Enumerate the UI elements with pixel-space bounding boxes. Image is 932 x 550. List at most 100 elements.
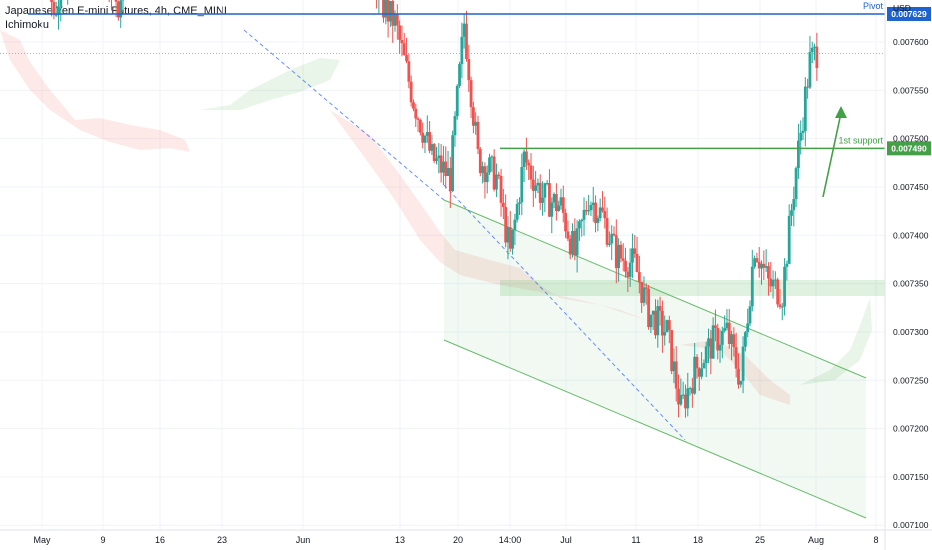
candle-body [644,287,648,289]
candle-body [750,266,754,307]
candle-body [767,266,770,279]
fib-trend-line-1 [243,29,445,201]
y-tick-label: 0.007600 [893,37,929,47]
candle-body [444,161,448,176]
candle-body [591,202,595,205]
candle-body [681,394,685,396]
candle-body [402,43,406,56]
candle-body [686,388,690,409]
candle-body [773,279,777,281]
x-tick-label: 13 [395,535,405,545]
candle-body [548,183,551,217]
candle-body [778,304,782,307]
candle-body [557,205,561,212]
candle-body [711,325,715,359]
candle-body [612,233,616,236]
projection-arrow-line [822,112,842,198]
candle-body [382,0,385,18]
candle-body [538,182,542,203]
candle-body [451,135,455,191]
candle-body [589,204,593,211]
candle-body [513,219,517,230]
candle-body [755,258,759,262]
pivot-price-label: 0.007629 [891,9,927,19]
candle-body [637,272,641,282]
candle-body [748,306,752,324]
x-tick-label: May [33,535,51,545]
candle-body [578,221,581,229]
candle-body [488,157,491,173]
candle-body [398,25,402,40]
candle-body [455,85,459,117]
candle-body [483,166,487,183]
candle-body [654,310,657,336]
projection-arrow-head [835,106,847,118]
candle-body [531,179,535,191]
candle-body [716,328,720,351]
x-tick-label: 11 [631,535,640,545]
candle-body [598,207,602,219]
candle-body [393,13,397,26]
x-tick-label: 9 [100,535,105,545]
candle-body [737,368,740,385]
candle-body [573,231,577,256]
candle-body [386,0,390,22]
candle-body [515,203,519,220]
time-axis: May 9 16 23 Jun 13 20 14:00 Jul 11 18 25 Aug 8 [0,529,932,545]
y-tick-label: 0.007550 [893,85,929,95]
x-tick-label: 20 [453,535,463,545]
candle-body [693,356,697,394]
y-tick-label: 0.007500 [893,134,929,144]
candle-body [776,279,780,305]
candle-body [439,155,443,173]
candle-body [587,210,591,212]
candle-body [545,183,549,185]
candle-body [667,320,671,331]
candle-body [688,388,692,390]
candle-body [405,55,408,62]
candle-body [594,202,597,223]
candle-body [559,197,563,206]
support-label: 1st support [838,135,883,145]
candle-body [720,330,724,345]
candle-body [566,231,570,239]
candle-body [407,61,411,82]
candle-body [478,149,482,174]
x-tick-label: Jun [296,535,311,545]
y-tick-label: 0.007400 [893,230,929,240]
channel-lower-line [443,339,867,519]
candle-body [465,23,468,59]
candle-body [568,238,572,255]
candle-body [808,51,812,88]
cloud-green-2 [800,298,872,385]
candle-body [799,132,803,141]
candle-body [732,334,736,348]
candle-body [504,207,508,243]
candle-body [536,182,540,186]
candle-body [626,271,630,277]
x-tick-label: 25 [755,535,765,545]
candle-body [739,380,743,385]
candle-body [57,6,60,15]
candle-body [497,174,501,176]
y-tick-label: 0.007150 [893,472,929,482]
candle-body [780,306,784,308]
pivot-label: Pivot [863,1,884,11]
candle-body [679,395,683,405]
candle-body [554,194,558,212]
candle-body [663,332,667,336]
descending-channel [243,29,867,519]
cloud-green-1 [200,58,340,110]
candle-body [54,14,58,16]
candle-body [801,130,805,133]
candle-body [52,1,56,15]
candle-body [495,174,498,190]
candle-body [723,328,727,331]
candle-body [458,64,461,86]
candle-body [684,394,687,409]
candle-body [631,248,634,263]
candle-body [760,263,763,269]
candle-body [414,108,418,119]
candle-body [527,162,531,166]
